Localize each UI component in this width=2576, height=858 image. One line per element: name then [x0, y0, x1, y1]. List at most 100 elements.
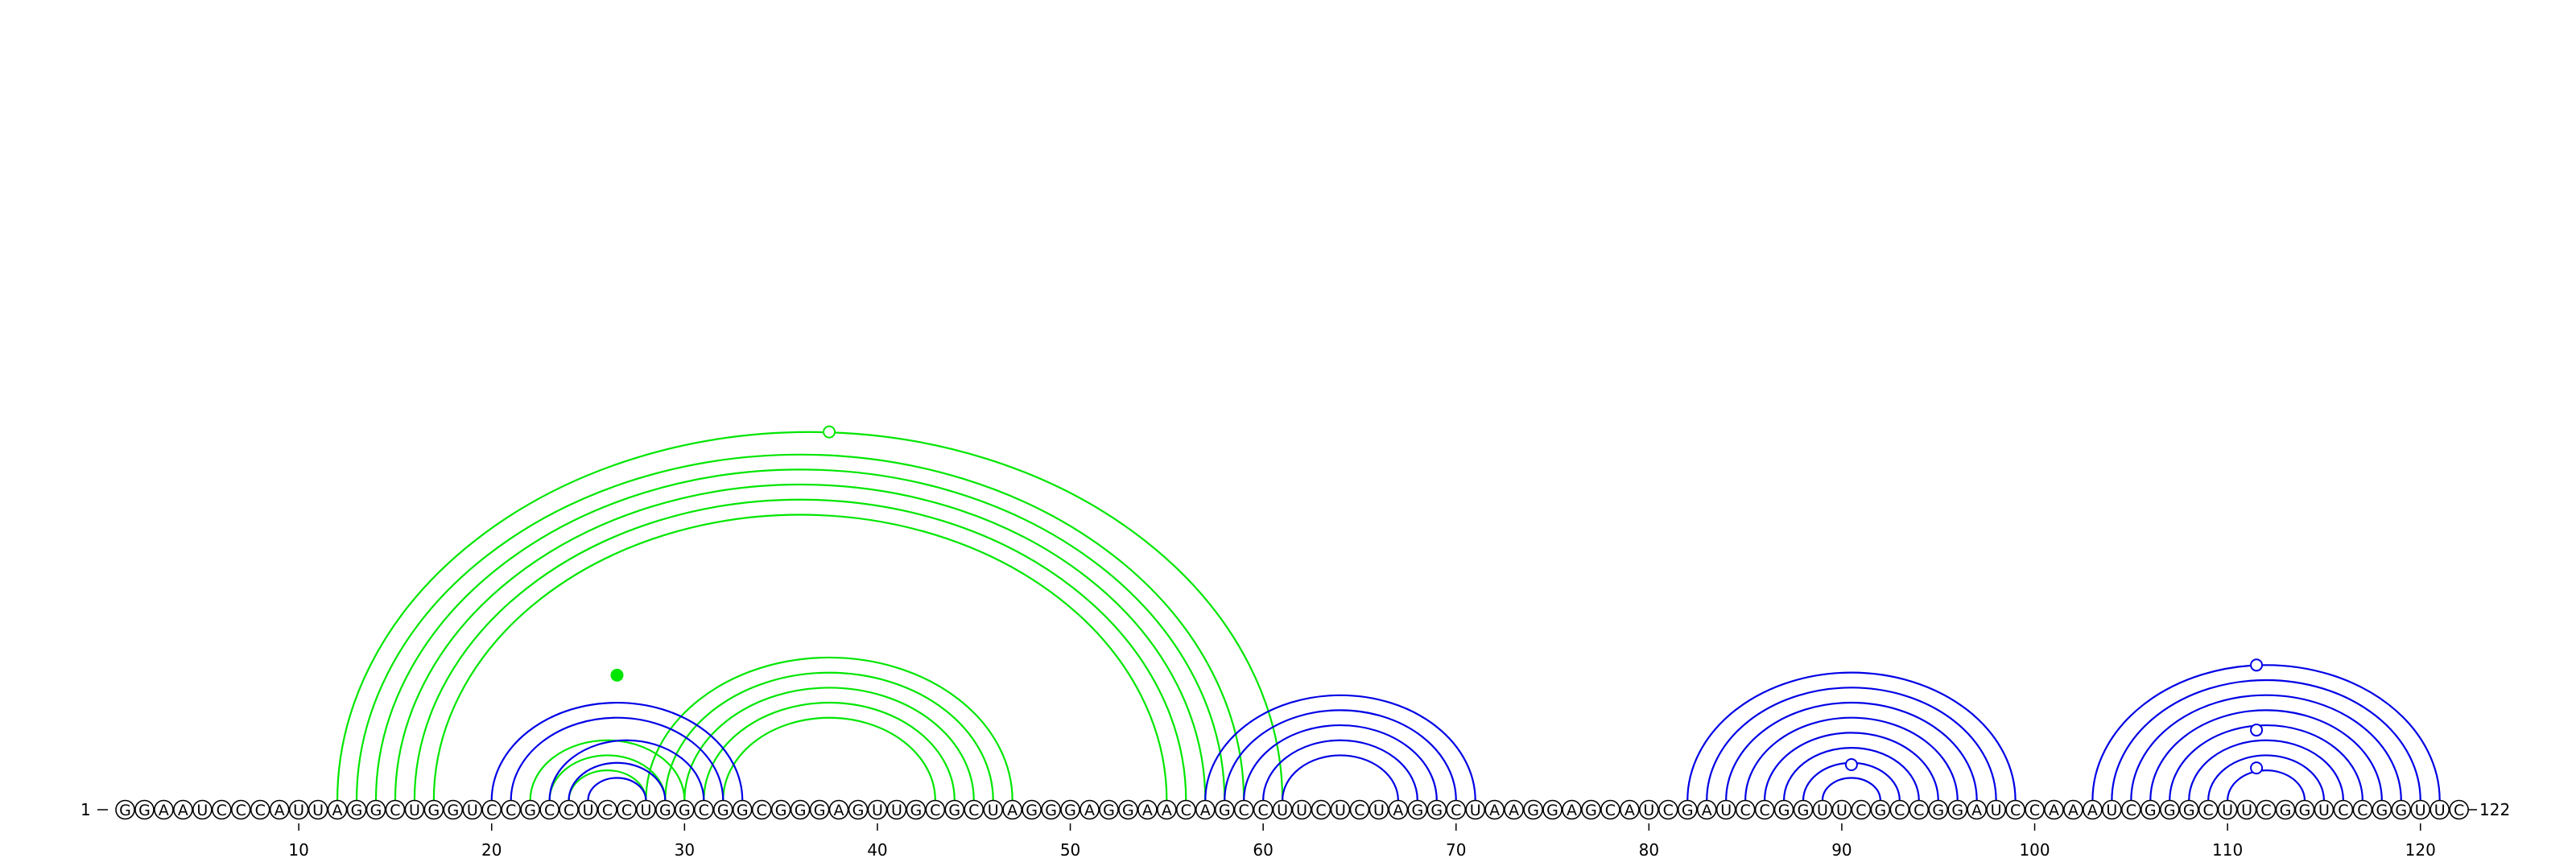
nucleotide-letter: A [1624, 802, 1635, 819]
arc-pair-28-47 [645, 656, 1013, 801]
arc-pair-59-69 [1243, 724, 1438, 801]
nucleotide-letter: U [2415, 802, 2426, 819]
nucleotide-39: G [848, 799, 869, 820]
nucleotide-letter: G [775, 802, 787, 819]
nucleotide-circle [828, 799, 849, 820]
nucleotide-letter: G [2376, 802, 2388, 819]
nucleotide-65: C [1349, 799, 1370, 820]
nucleotide-letter: C [1663, 802, 1674, 819]
nucleotide-circle [539, 799, 559, 820]
nucleotide-circle [173, 799, 193, 820]
nucleotide-letter: A [1971, 802, 1982, 819]
nucleotide-letter: G [427, 802, 440, 819]
tick-label-120: 120 [2405, 840, 2436, 858]
nucleotide-23: C [539, 799, 559, 820]
nucleotide-letter: C [930, 802, 940, 819]
nucleotide-35: G [770, 799, 791, 820]
nucleotide-22: G [520, 799, 540, 820]
nucleotide-letter: G [2280, 802, 2292, 819]
nucleotide-circle [1947, 799, 1967, 820]
nucleotide-circle [906, 799, 927, 820]
nucleotide-letter: G [1219, 802, 1231, 819]
arc-pair-25-28 [587, 777, 647, 801]
nucleotide-41: U [886, 799, 907, 820]
nucleotide-letter: C [1759, 802, 1769, 819]
nucleotide-17: G [423, 799, 444, 820]
arc-pair-89-92 [1821, 777, 1881, 801]
nucleotide-circle [2256, 799, 2277, 820]
nucleotide-letter: C [2203, 802, 2214, 819]
nucleotide-circle [925, 799, 946, 820]
nucleotide-letter: U [1720, 802, 1732, 819]
nucleotide-letter: G [447, 802, 459, 819]
nucleotide-letter: G [1932, 802, 1944, 819]
nucleotide-circle [790, 799, 811, 820]
nucleotide-circle [1388, 799, 1409, 820]
nucleotide-48: G [1022, 799, 1042, 820]
nucleotide-circle [1735, 799, 1756, 820]
nucleotide-49: G [1041, 799, 1061, 820]
nucleotide-circle [1080, 799, 1100, 820]
nucleotide-letter: G [370, 802, 382, 819]
nucleotide-circle [712, 799, 733, 820]
nucleotide-letter: G [1546, 802, 1558, 819]
nucleotide-112: C [2256, 799, 2277, 820]
nucleotide-letter: A [2087, 802, 2098, 819]
tick-label-30: 30 [675, 840, 695, 858]
nucleotide-letter: G [679, 802, 691, 819]
nucleotide-69: G [1426, 799, 1447, 820]
nucleotide-letter: C [602, 802, 613, 819]
nucleotide-circle [250, 799, 270, 820]
nucleotide-circle [1773, 799, 1794, 820]
nucleotide-letter: C [506, 802, 516, 819]
nucleotide-letter: G [1682, 802, 1694, 819]
loop-marker-4 [2250, 658, 2264, 672]
nucleotide-circle [1715, 799, 1736, 820]
nucleotide-99: C [2005, 799, 2025, 820]
nucleotide-letter: G [138, 802, 151, 819]
nucleotide-letter: C [621, 802, 632, 819]
nucleotide-letter: G [1585, 802, 1597, 819]
nucleotide-31: C [693, 799, 714, 820]
nucleotide-60: C [1253, 799, 1274, 820]
nucleotide-letter: G [948, 802, 960, 819]
nucleotide-29: G [655, 799, 675, 820]
nucleotide-letter: A [834, 802, 844, 819]
nucleotide-74: G [1523, 799, 1543, 820]
nucleotide-letter: G [2299, 802, 2311, 819]
nucleotide-32: G [712, 799, 733, 820]
nucleotide-84: U [1715, 799, 1736, 820]
nucleotide-circle [2063, 799, 2083, 820]
nucleotide-12: A [327, 799, 348, 820]
nucleotide-42: G [906, 799, 927, 820]
nucleotide-letter: C [236, 802, 246, 819]
nucleotide-15: C [385, 799, 406, 820]
nucleotide-55: A [1157, 799, 1177, 820]
arc-pair-60-68 [1262, 739, 1418, 801]
nucleotide-letter: C [2357, 802, 2368, 819]
nucleotide-14: G [365, 799, 386, 820]
arc-pair-16-56 [413, 498, 1187, 801]
nucleotide-13: G [346, 799, 367, 820]
nucleotide-116: C [2333, 799, 2354, 820]
nucleotide-81: C [1658, 799, 1678, 820]
nucleotide-circle [1986, 799, 2006, 820]
arc-pair-23-29 [548, 754, 667, 801]
nucleotide-37: G [809, 799, 830, 820]
nucleotide-letter: C [757, 802, 767, 819]
nucleotide-circle [944, 799, 965, 820]
nucleotide-64: U [1330, 799, 1351, 820]
nucleotide-122: C [2449, 799, 2469, 820]
nucleotide-letter: C [1354, 802, 1364, 819]
nucleotide-circle [597, 799, 617, 820]
nucleotide-circle [2198, 799, 2219, 820]
nucleotide-38: A [828, 799, 849, 820]
tick-label-100: 100 [2019, 840, 2050, 858]
loop-marker-5 [2250, 724, 2264, 737]
nucleotide-53: G [1118, 799, 1138, 820]
nucleotide-letter: C [1605, 802, 1616, 819]
nucleotide-letter: A [1007, 802, 1018, 819]
nucleotide-circle [192, 799, 213, 820]
nucleotide-letter: A [1509, 802, 1519, 819]
nucleotide-circle [751, 799, 772, 820]
